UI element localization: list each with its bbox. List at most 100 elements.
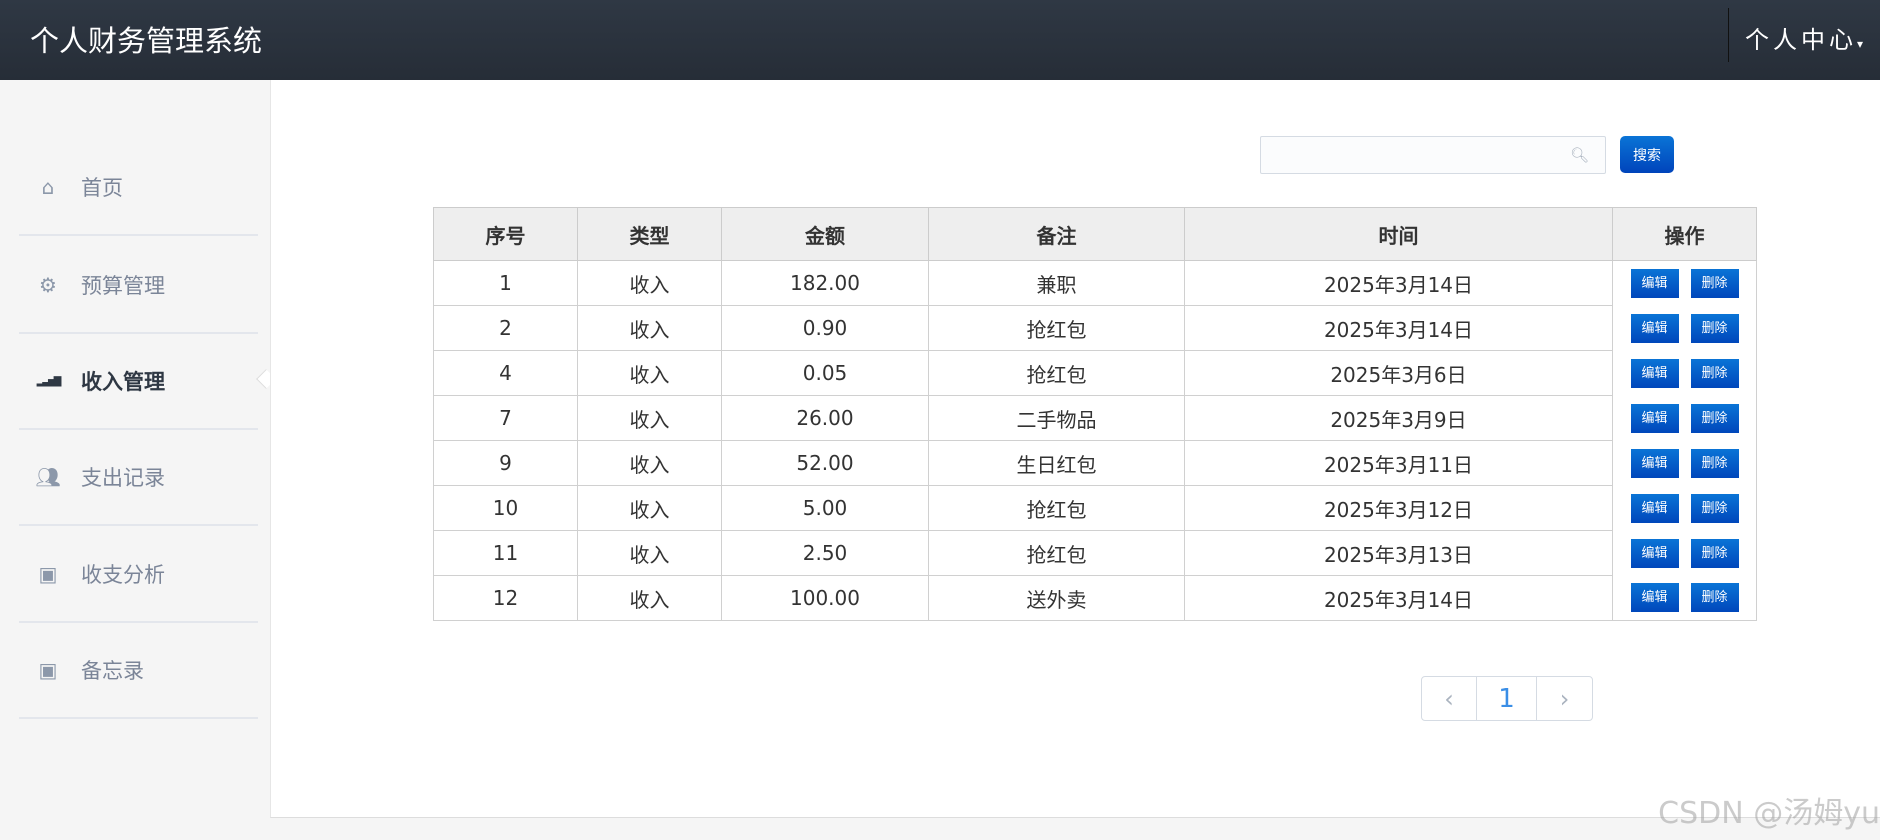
app-title: 个人财务管理系统 <box>30 24 263 58</box>
edit-button[interactable]: 编辑 <box>1630 313 1679 343</box>
sidebar-item-label: 预算管理 <box>81 274 165 298</box>
table-cell: 抢红包 <box>928 305 1185 351</box>
delete-button[interactable]: 删除 <box>1690 493 1739 523</box>
search-button[interactable]: 搜索 <box>1620 136 1674 173</box>
delete-button[interactable]: 删除 <box>1690 313 1739 343</box>
table-cell: 收入 <box>577 305 722 351</box>
table-cell: 2025年3月13日 <box>1184 530 1613 576</box>
sidebar-item-label: 备忘录 <box>81 659 144 683</box>
table-row: 2 收入 0.90 抢红包 2025年3月14日 编辑 删除 <box>433 305 1757 351</box>
actions-cell: 编辑 删除 <box>1612 530 1757 576</box>
page-1-button[interactable]: 1 <box>1477 677 1537 720</box>
edit-button[interactable]: 编辑 <box>1630 448 1679 478</box>
table-row: 7 收入 26.00 二手物品 2025年3月9日 编辑 删除 <box>433 395 1757 441</box>
table-cell: 52.00 <box>721 440 929 486</box>
gear-icon: ⚙ <box>39 273 57 297</box>
table-cell: 2.50 <box>721 530 929 576</box>
table-cell: 12 <box>433 575 578 621</box>
table-cell: 11 <box>433 530 578 576</box>
sidebar-item-0[interactable]: ⌂ 首页 <box>19 140 258 236</box>
table-cell: 收入 <box>577 530 722 576</box>
actions-cell: 编辑 删除 <box>1612 440 1757 486</box>
image-icon: ▣ <box>38 562 58 586</box>
column-header: 时间 <box>1184 207 1613 261</box>
table-cell: 2025年3月14日 <box>1184 260 1613 306</box>
sidebar-item-5[interactable]: ▣ 备忘录 <box>19 623 258 719</box>
table-row: 11 收入 2.50 抢红包 2025年3月13日 编辑 删除 <box>433 530 1757 576</box>
table-cell: 2025年3月11日 <box>1184 440 1613 486</box>
delete-button[interactable]: 删除 <box>1690 403 1739 433</box>
sidebar: ⌂ 首页 ⚙ 预算管理 ▂▃▅▇ 收入管理 👥︎ 支出记录 ▣ 收支分析 ▣ 备忘录 <box>0 80 270 840</box>
table-cell: 2025年3月9日 <box>1184 395 1613 441</box>
user-menu[interactable]: 个人中心▾ <box>1745 20 1867 55</box>
sidebar-item-label: 支出记录 <box>81 466 165 490</box>
sidebar-item-4[interactable]: ▣ 收支分析 <box>19 527 258 623</box>
column-header: 备注 <box>928 207 1185 261</box>
actions-cell: 编辑 删除 <box>1612 350 1757 396</box>
divider <box>1728 8 1729 62</box>
table-cell: 抢红包 <box>928 350 1185 396</box>
edit-button[interactable]: 编辑 <box>1630 583 1679 613</box>
table-cell: 2025年3月6日 <box>1184 350 1613 396</box>
signal-icon: ▂▃▅▇ <box>36 375 62 387</box>
table-cell: 182.00 <box>721 260 929 306</box>
table-cell: 2025年3月14日 <box>1184 305 1613 351</box>
sidebar-item-label: 首页 <box>81 176 123 200</box>
delete-button[interactable]: 删除 <box>1690 448 1739 478</box>
table-cell: 2025年3月14日 <box>1184 575 1613 621</box>
top-bar: 个人财务管理系统 个人中心▾ <box>0 0 1880 80</box>
column-header: 序号 <box>433 207 578 261</box>
edit-button[interactable]: 编辑 <box>1630 403 1679 433</box>
actions-cell: 编辑 删除 <box>1612 260 1757 306</box>
watermark: CSDN @汤姆yu <box>1658 796 1880 831</box>
sidebar-item-1[interactable]: ⚙ 预算管理 <box>19 238 258 334</box>
column-header: 金额 <box>721 207 929 261</box>
edit-button[interactable]: 编辑 <box>1630 268 1679 298</box>
table-cell: 10 <box>433 485 578 531</box>
actions-cell: 编辑 删除 <box>1612 575 1757 621</box>
delete-button[interactable]: 删除 <box>1690 583 1739 613</box>
table-row: 10 收入 5.00 抢红包 2025年3月12日 编辑 删除 <box>433 485 1757 531</box>
column-header: 类型 <box>577 207 722 261</box>
edit-button[interactable]: 编辑 <box>1630 358 1679 388</box>
table-cell: 收入 <box>577 485 722 531</box>
table-cell: 0.90 <box>721 305 929 351</box>
users-icon: 👥︎ <box>35 465 61 489</box>
sidebar-item-3[interactable]: 👥︎ 支出记录 <box>19 430 258 526</box>
column-header: 操作 <box>1612 207 1757 261</box>
sidebar-item-label: 收支分析 <box>81 563 165 587</box>
table-cell: 1 <box>433 260 578 306</box>
delete-button[interactable]: 删除 <box>1690 268 1739 298</box>
table-cell: 收入 <box>577 440 722 486</box>
search-input[interactable] <box>1261 137 1561 173</box>
table-cell: 4 <box>433 350 578 396</box>
table-cell: 2025年3月12日 <box>1184 485 1613 531</box>
delete-button[interactable]: 删除 <box>1690 538 1739 568</box>
table-cell: 生日红包 <box>928 440 1185 486</box>
table-row: 1 收入 182.00 兼职 2025年3月14日 编辑 删除 <box>433 260 1757 306</box>
table-cell: 5.00 <box>721 485 929 531</box>
table-cell: 收入 <box>577 350 722 396</box>
table-cell: 兼职 <box>928 260 1185 306</box>
next-page-button[interactable]: › <box>1559 684 1570 713</box>
table-row: 9 收入 52.00 生日红包 2025年3月11日 编辑 删除 <box>433 440 1757 486</box>
search-box[interactable]: 🔍︎ <box>1260 136 1606 174</box>
edit-button[interactable]: 编辑 <box>1630 538 1679 568</box>
home-icon: ⌂ <box>41 175 55 199</box>
table-cell: 二手物品 <box>928 395 1185 441</box>
delete-button[interactable]: 删除 <box>1690 358 1739 388</box>
sidebar-item-2[interactable]: ▂▃▅▇ 收入管理 <box>19 334 258 430</box>
table-cell: 7 <box>433 395 578 441</box>
edit-button[interactable]: 编辑 <box>1630 493 1679 523</box>
table-row: 4 收入 0.05 抢红包 2025年3月6日 编辑 删除 <box>433 350 1757 396</box>
income-table: 序号 类型 金额 备注 时间 操作 1 收入 182.00 兼职 2025年3月14日 编辑 删除 2 收… <box>433 207 1757 621</box>
caret-down-icon: ▾ <box>1857 37 1868 51</box>
table-cell: 送外卖 <box>928 575 1185 621</box>
table-cell: 9 <box>433 440 578 486</box>
table-cell: 收入 <box>577 395 722 441</box>
image-icon: ▣ <box>38 658 58 682</box>
prev-page-button[interactable]: ‹ <box>1422 677 1477 720</box>
table-cell: 抢红包 <box>928 530 1185 576</box>
actions-cell: 编辑 删除 <box>1612 485 1757 531</box>
table-cell: 26.00 <box>721 395 929 441</box>
